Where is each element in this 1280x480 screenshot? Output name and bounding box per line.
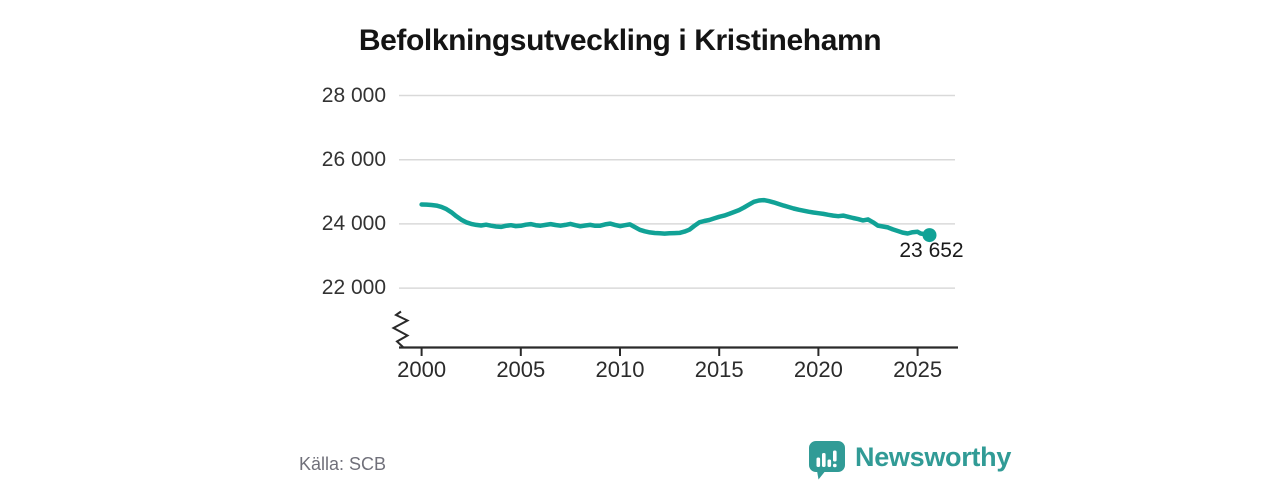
newsworthy-logo-icon bbox=[809, 441, 845, 480]
x-tick-label: 2005 bbox=[496, 357, 546, 382]
source-label: Källa: SCB bbox=[299, 454, 387, 474]
x-tick-label: 2020 bbox=[793, 357, 843, 382]
newsworthy-wordmark: Newsworthy bbox=[855, 442, 1012, 472]
x-tick-label: 2010 bbox=[595, 357, 645, 382]
y-tick-label: 26 000 bbox=[321, 147, 386, 171]
y-tick-label: 24 000 bbox=[321, 211, 386, 235]
x-tick-label: 2015 bbox=[694, 357, 744, 382]
newsworthy-logo[interactable]: Newsworthy bbox=[808, 440, 1011, 480]
page-title: Befolkningsutveckling i Kristinehamn bbox=[358, 24, 882, 58]
x-tick-label: 2025 bbox=[893, 357, 943, 382]
end-point-dot bbox=[922, 228, 937, 243]
x-tick-label: 2000 bbox=[397, 357, 447, 382]
y-tick-label: 28 000 bbox=[321, 83, 386, 107]
axis-break-icon bbox=[391, 310, 410, 348]
end-point-label: 23 652 bbox=[899, 239, 964, 263]
population-line bbox=[419, 197, 932, 238]
y-tick-label: 22 000 bbox=[321, 276, 386, 300]
